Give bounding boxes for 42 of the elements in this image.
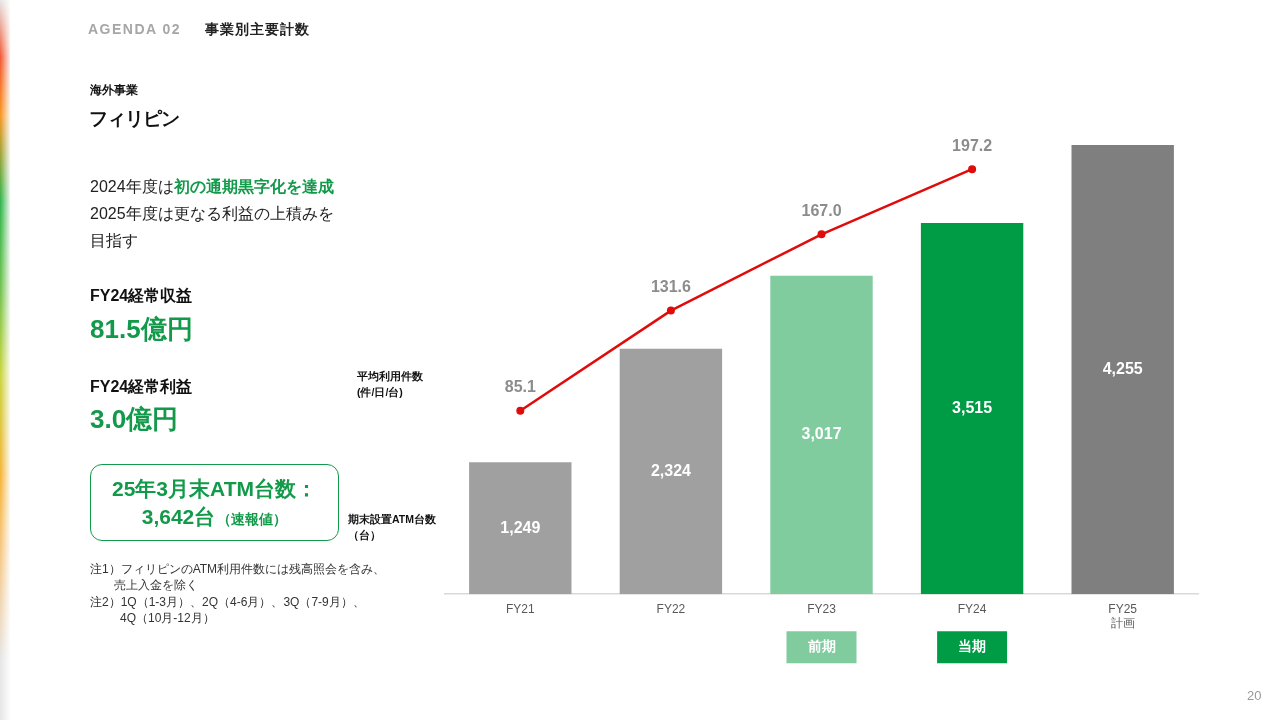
data-label: 3,017: [801, 425, 842, 443]
text: FY24経常利益: [90, 377, 193, 397]
bar: [469, 462, 572, 595]
text: 初の通期黒字化を達成: [173, 177, 334, 197]
x-tick-label: FY22: [656, 601, 686, 616]
x-tick-label: FY21: [505, 601, 535, 616]
text: フィリピン: [89, 108, 179, 131]
bar: [770, 275, 873, 595]
point: [817, 230, 826, 239]
y-axis-title: 期末設置ATM台数（台）: [348, 512, 437, 543]
data-label: 131.6: [650, 278, 692, 295]
text: 81.5億円: [90, 314, 193, 346]
text: 2024年度は: [90, 177, 174, 197]
text: 事業別主要計数: [205, 21, 311, 38]
y2-axis-title: 平均利用件数(件/日/台): [357, 369, 424, 400]
data-label: 167.0: [801, 201, 842, 219]
text: AGENDA 02: [88, 21, 182, 38]
point: [666, 306, 675, 315]
x-tick-label: FY25 計画: [1108, 601, 1138, 631]
text: 当期: [958, 638, 987, 655]
data-label: 2,324: [650, 461, 692, 479]
text: 注2）1Q（1-3月）、2Q（4-6月）、3Q（7-9月）、4Q（10月-12月）: [90, 594, 366, 626]
x-tick-label: FY24: [957, 601, 987, 616]
point: [968, 165, 977, 174]
point: [516, 406, 525, 415]
text: 3.0億円: [90, 404, 179, 436]
text: 注1）フィリピンのATM利用件数には残高照会を含み、売上入金を除く: [90, 561, 387, 593]
bar: [1071, 145, 1174, 595]
text: 前期: [806, 638, 836, 655]
data-label: 197.2: [952, 136, 993, 154]
text: 20: [1247, 688, 1262, 704]
x-tick-label: FY23: [807, 601, 837, 616]
bar: [619, 348, 723, 595]
text: 2025年度は更なる利益の上積みを目指す: [90, 204, 335, 251]
data-label: 4,255: [1102, 360, 1143, 378]
text: 海外事業: [90, 83, 138, 98]
bar: [920, 223, 1024, 595]
rounded-frame: 25年3月末ATM台数： 3,642台（速報値）: [90, 464, 339, 541]
data-label: 1,249: [500, 518, 541, 536]
data-label: 85.1: [504, 378, 536, 396]
text: FY24経常収益: [90, 286, 193, 306]
data-label: 3,515: [952, 399, 993, 417]
